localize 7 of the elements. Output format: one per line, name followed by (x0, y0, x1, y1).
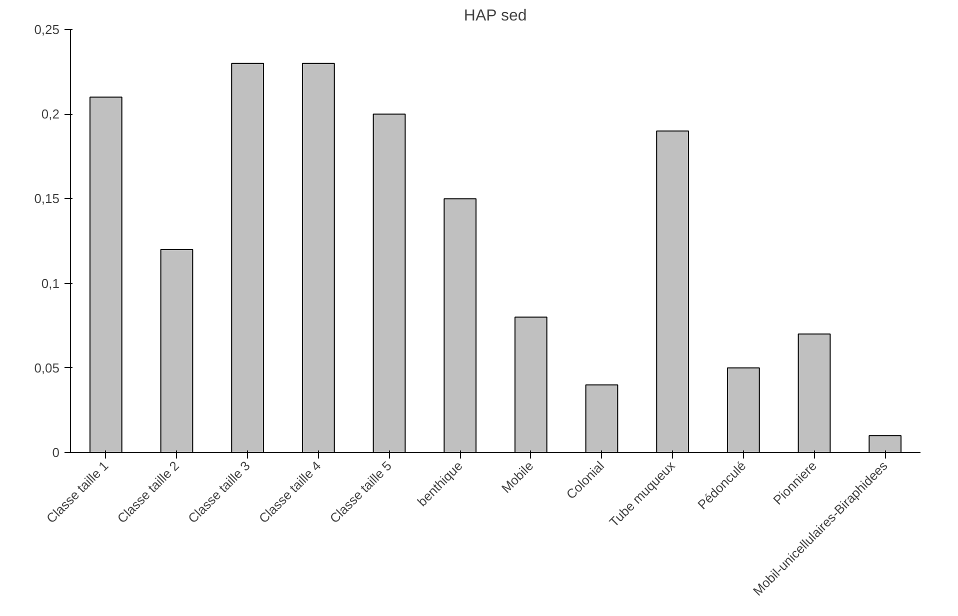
y-tick-label: 0,15 (34, 191, 60, 206)
y-tick-label: 0 (52, 445, 60, 460)
y-tick-label: 0,1 (41, 276, 60, 291)
chart-title: HAP sed (464, 8, 527, 24)
y-tick-label: 0,2 (41, 106, 60, 122)
y-tick-label: 0,05 (34, 360, 60, 376)
y-tick-label: 0,25 (34, 22, 60, 37)
